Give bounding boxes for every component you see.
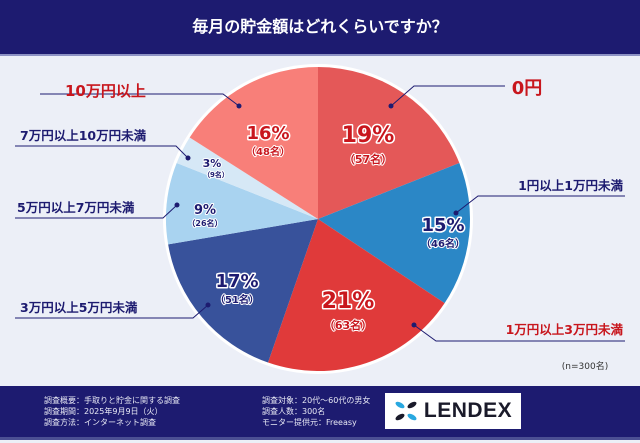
lendex-logo: LENDEX <box>385 393 521 429</box>
pie-slice-0 <box>318 67 460 219</box>
leader-line-2 <box>413 324 625 342</box>
percent-label-1: 15% <box>421 215 464 236</box>
count-label-0: （57名） <box>344 152 392 166</box>
percent-label-5: 3% <box>203 157 222 170</box>
footer: 調査概要：手取りと貯金に関する調査 調査期間：2025年9月9日（火） 調査方法… <box>0 386 640 440</box>
sample-size-note: (n=300名) <box>562 360 608 372</box>
pie-slice-5 <box>176 137 318 219</box>
logo-text: LENDEX <box>423 399 513 422</box>
pie-slice-6 <box>189 67 318 219</box>
slice-label-3: 3万円以上5万円未満 <box>20 300 138 315</box>
leader-line-0 <box>390 85 505 107</box>
survey-period: 調査期間：2025年9月9日（火） <box>44 407 163 416</box>
survey-count: 調査人数：300名 <box>262 407 326 416</box>
survey-info-left: 調査概要：手取りと貯金に関する調査 調査期間：2025年9月9日（火） 調査方法… <box>44 395 180 428</box>
percent-label-4: 9% <box>194 203 216 218</box>
survey-provider: モニター提供元：Freeasy <box>262 418 357 427</box>
leader-dot <box>453 210 459 216</box>
survey-method: 調査方法：インターネット調査 <box>44 418 156 427</box>
slice-label-5: 7万円以上10万円未満 <box>20 128 147 143</box>
leader-line-6 <box>40 93 240 107</box>
pie-slice-1 <box>318 163 470 304</box>
count-label-6: （48名） <box>246 145 290 158</box>
survey-info-right: 調査対象：20代〜60代の男女 調査人数：300名 モニター提供元：Freeas… <box>262 395 370 428</box>
leader-dot <box>174 202 180 208</box>
leader-line-5 <box>15 145 189 159</box>
survey-target: 調査対象：20代〜60代の男女 <box>262 396 371 405</box>
percent-label-0: 19% <box>342 123 395 148</box>
logo-mark-icon <box>395 401 417 421</box>
survey-overview: 調査概要：手取りと貯金に関する調査 <box>44 396 180 405</box>
count-label-5: （9名） <box>203 170 229 179</box>
title-bar: 毎月の貯金額はどれくらいですか？ <box>0 0 640 56</box>
leader-dot <box>411 322 417 328</box>
percent-label-6: 16% <box>246 123 289 144</box>
leader-dot <box>185 155 191 161</box>
percent-label-3: 17% <box>215 271 258 292</box>
slice-label-4: 5万円以上7万円未満 <box>17 200 135 215</box>
count-label-3: （51名） <box>215 293 259 306</box>
leader-dot <box>388 103 394 109</box>
slice-label-0: 0円 <box>512 78 543 99</box>
pie-slice-4 <box>166 163 318 245</box>
slice-label-2: 1万円以上3万円未満 <box>506 322 624 337</box>
slice-label-6: 10万円以上 <box>65 82 146 100</box>
chart-title: 毎月の貯金額はどれくらいですか？ <box>192 17 448 36</box>
count-label-1: （46名） <box>421 237 465 250</box>
pie-slice-3 <box>168 219 318 363</box>
slice-label-1: 1円以上1万円未満 <box>518 178 623 193</box>
leader-dot <box>205 302 211 308</box>
leader-line-1 <box>455 195 625 214</box>
percent-label-2: 21% <box>322 289 375 314</box>
leader-line-3 <box>15 304 209 319</box>
leader-dot <box>236 103 242 109</box>
pie-slice-2 <box>268 219 445 371</box>
count-label-4: （26名） <box>187 218 222 228</box>
count-label-2: （63名） <box>324 318 372 332</box>
leader-line-4 <box>15 204 178 219</box>
